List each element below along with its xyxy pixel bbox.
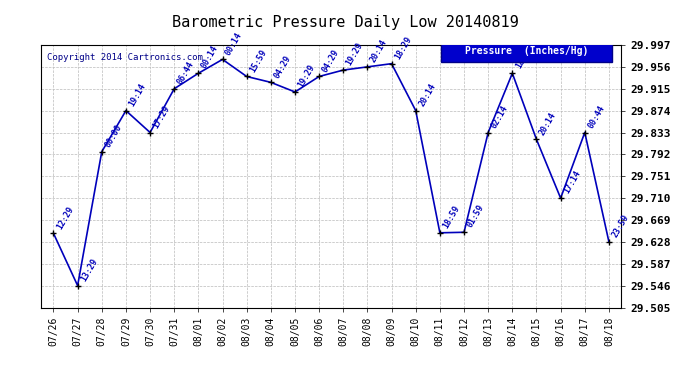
Text: 17:29: 17:29 bbox=[152, 104, 172, 130]
Text: 01:59: 01:59 bbox=[466, 203, 486, 229]
Text: 04:29: 04:29 bbox=[273, 53, 293, 80]
Text: 00:00: 00:00 bbox=[104, 123, 124, 149]
Text: Copyright 2014 Cartronics.com: Copyright 2014 Cartronics.com bbox=[47, 53, 203, 62]
Text: 18:59: 18:59 bbox=[442, 204, 462, 230]
Text: 19:29: 19:29 bbox=[345, 41, 365, 67]
Text: 00:14: 00:14 bbox=[200, 44, 220, 70]
Text: 20:14: 20:14 bbox=[417, 82, 437, 108]
Text: 00:14: 00:14 bbox=[224, 30, 244, 57]
Text: 18:29: 18:29 bbox=[393, 35, 413, 61]
Text: Pressure  (Inches/Hg): Pressure (Inches/Hg) bbox=[465, 46, 589, 56]
Text: 20:14: 20:14 bbox=[538, 111, 558, 136]
Text: 19:14: 19:14 bbox=[128, 82, 148, 108]
Text: 00:44: 00:44 bbox=[586, 104, 607, 130]
FancyBboxPatch shape bbox=[442, 40, 612, 62]
Text: 20:14: 20:14 bbox=[369, 38, 389, 64]
Text: 15:59: 15:59 bbox=[248, 48, 268, 74]
Text: 18:14: 18:14 bbox=[514, 44, 534, 70]
Text: 06:44: 06:44 bbox=[176, 60, 196, 86]
Text: 17:14: 17:14 bbox=[562, 169, 582, 195]
Text: 12:29: 12:29 bbox=[55, 204, 75, 231]
Text: Barometric Pressure Daily Low 20140819: Barometric Pressure Daily Low 20140819 bbox=[172, 15, 518, 30]
Text: 04:29: 04:29 bbox=[321, 48, 341, 74]
Text: 02:14: 02:14 bbox=[490, 104, 510, 130]
Text: 23:59: 23:59 bbox=[611, 213, 631, 239]
Text: 19:29: 19:29 bbox=[297, 63, 317, 89]
Text: 13:29: 13:29 bbox=[79, 257, 99, 283]
